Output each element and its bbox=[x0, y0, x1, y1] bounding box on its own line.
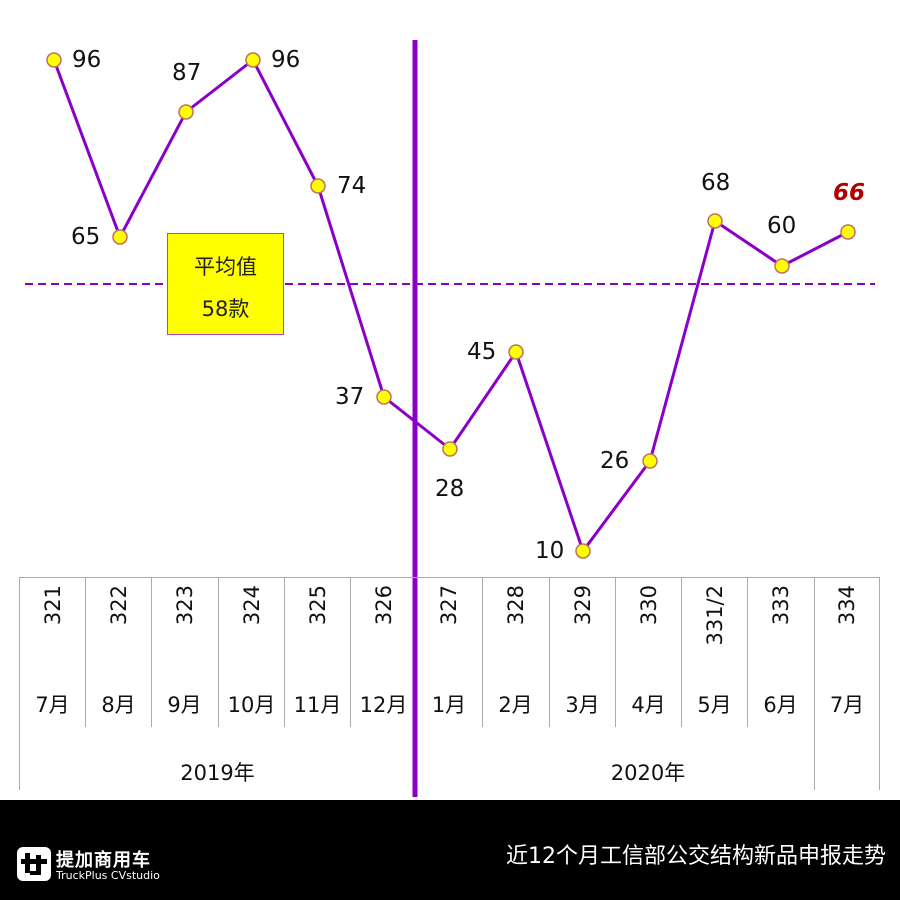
markers bbox=[46, 52, 856, 559]
month-label: 6月 bbox=[763, 693, 798, 717]
data-label: 96 bbox=[72, 47, 102, 73]
batch-code: 327 bbox=[437, 585, 461, 626]
data-label: 87 bbox=[172, 60, 202, 86]
year-label-2020: 2020年 bbox=[610, 761, 686, 785]
month-label: 10月 bbox=[227, 693, 276, 717]
data-label: 96 bbox=[271, 47, 301, 73]
axis-column: 329 3月 bbox=[549, 577, 615, 727]
year-label-2019: 2019年 bbox=[180, 761, 255, 785]
batch-code: 325 bbox=[305, 585, 330, 626]
batch-code: 328 bbox=[503, 585, 528, 626]
month-label: 2月 bbox=[498, 693, 533, 717]
month-label: 9月 bbox=[167, 693, 202, 717]
chart-svg bbox=[25, 40, 875, 797]
batch-code: 329 bbox=[570, 585, 595, 626]
brand-name-en: TruckPlus CVstudio bbox=[56, 869, 160, 882]
axis-column: 325 11月 bbox=[284, 577, 350, 727]
batch-code: 323 bbox=[172, 585, 197, 626]
data-label: 60 bbox=[767, 213, 797, 239]
brand-logo-icon bbox=[17, 847, 51, 881]
batch-code: 322 bbox=[106, 585, 131, 626]
category-axis-table: 321 7月 322 8月 323 9月 324 10月 325 11月 326 12月 3… bbox=[19, 577, 880, 790]
axis-column: 323 9月 bbox=[151, 577, 217, 727]
footer-title: 近12个月工信部公交结构新品申报走势 bbox=[506, 844, 886, 869]
average-value: 58款 bbox=[201, 297, 250, 321]
data-label: 28 bbox=[435, 476, 465, 502]
data-label: 68 bbox=[701, 170, 731, 196]
batch-code: 331/2 bbox=[702, 585, 727, 646]
batch-code: 334 bbox=[835, 585, 859, 626]
data-label: 26 bbox=[600, 448, 630, 474]
line-chart: 96 65 87 96 74 37 28 45 10 26 68 60 66 平… bbox=[25, 40, 875, 797]
axis-column: 326 12月 bbox=[350, 577, 416, 727]
month-label: 7月 bbox=[829, 693, 865, 717]
data-label: 37 bbox=[335, 384, 365, 410]
data-label-highlight: 66 bbox=[833, 180, 866, 206]
batch-code: 321 bbox=[40, 585, 65, 626]
month-label: 7月 bbox=[35, 693, 70, 717]
axis-column: 334 7月 bbox=[814, 577, 880, 790]
data-label: 74 bbox=[337, 173, 367, 199]
axis-column: 331/2 5月 bbox=[681, 577, 747, 727]
axis-column: 333 6月 bbox=[747, 577, 813, 727]
axis-column: 324 10月 bbox=[218, 577, 284, 727]
data-label: 45 bbox=[467, 339, 497, 365]
brand-name-cn: 提加商用车 bbox=[56, 850, 151, 871]
month-label: 8月 bbox=[101, 693, 136, 717]
average-annotation: 平均值 58款 bbox=[167, 233, 284, 335]
month-label: 4月 bbox=[631, 693, 666, 717]
axis-column: 322 8月 bbox=[85, 577, 151, 727]
axis-column: 321 7月 bbox=[19, 577, 85, 727]
month-label: 1月 bbox=[431, 693, 467, 717]
month-label: 5月 bbox=[697, 693, 732, 717]
batch-code: 333 bbox=[768, 585, 793, 626]
month-label: 3月 bbox=[565, 693, 600, 717]
month-label: 12月 bbox=[359, 693, 408, 717]
axis-column: 330 4月 bbox=[615, 577, 681, 727]
data-label: 10 bbox=[535, 538, 565, 564]
axis-column: 328 2月 bbox=[482, 577, 548, 727]
data-label: 65 bbox=[71, 224, 101, 250]
month-label: 11月 bbox=[293, 693, 342, 717]
axis-column: 327 1月 bbox=[416, 577, 482, 727]
batch-code: 330 bbox=[636, 585, 661, 626]
batch-code: 326 bbox=[371, 585, 396, 626]
batch-code: 324 bbox=[239, 585, 264, 626]
average-label: 平均值 bbox=[194, 255, 257, 279]
footer-bar: 近12个月工信部公交结构新品申报走势 bbox=[0, 800, 900, 900]
